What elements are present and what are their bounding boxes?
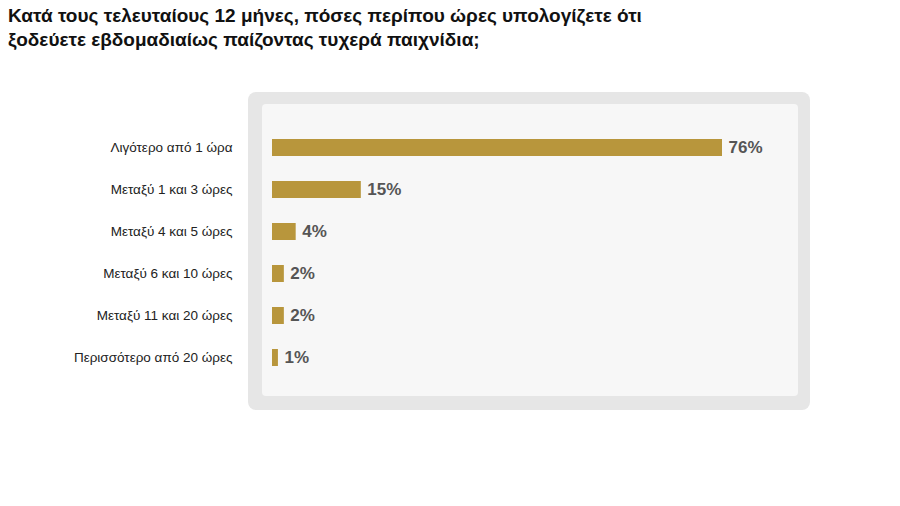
svg-text:2%: 2% <box>290 264 315 283</box>
svg-text:Μεταξύ 11 και 20 ώρες: Μεταξύ 11 και 20 ώρες <box>97 308 233 323</box>
svg-text:4%: 4% <box>302 222 327 241</box>
svg-text:76%: 76% <box>729 138 763 157</box>
svg-text:Μεταξύ 4 και 5 ώρες: Μεταξύ 4 και 5 ώρες <box>111 224 233 239</box>
svg-text:Περισσότερο από 20 ώρες: Περισσότερο από 20 ώρες <box>74 350 233 365</box>
svg-text:15%: 15% <box>367 180 401 199</box>
svg-text:Μεταξύ 1 και 3 ώρες: Μεταξύ 1 και 3 ώρες <box>111 182 233 197</box>
svg-text:1%: 1% <box>284 348 309 367</box>
html-text:Κατά τους τελευταίους 12 μήνες: Κατά τους τελευταίους 12 μήνες, πόσες πε… <box>8 5 642 50</box>
svg-text:2%: 2% <box>290 306 315 325</box>
svg-text:Μεταξύ 6 και 10 ώρες: Μεταξύ 6 και 10 ώρες <box>103 266 233 281</box>
svg-text:Λιγότερο από 1 ώρα: Λιγότερο από 1 ώρα <box>110 140 232 155</box>
